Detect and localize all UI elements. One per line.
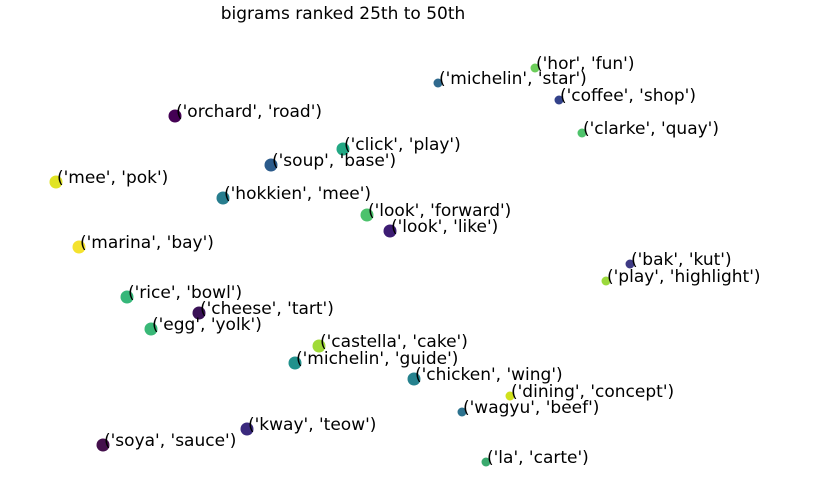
scatter-point — [554, 95, 564, 105]
point-label: ('mee', 'pok') — [57, 168, 168, 188]
scatter-point — [288, 356, 302, 370]
point-label: ('look', 'forward') — [368, 201, 511, 221]
scatter-point — [383, 224, 397, 238]
scatter-point — [407, 372, 421, 386]
point-label: ('egg', 'yolk') — [152, 315, 262, 335]
point-label: ('wagyu', 'beef') — [463, 398, 599, 418]
point-label: ('clarke', 'quay') — [583, 119, 719, 139]
point-label: ('hokkien', 'mee') — [224, 184, 371, 204]
point-label: ('bak', 'kut') — [631, 250, 732, 270]
scatter-point — [577, 128, 587, 138]
scatter-point — [457, 407, 467, 417]
point-label: ('orchard', 'road') — [176, 102, 322, 122]
scatter-point — [240, 422, 254, 436]
scatter-point — [264, 158, 278, 172]
point-label: ('soup', 'base') — [272, 151, 396, 171]
point-label: ('chicken', 'wing') — [415, 365, 563, 385]
scatter-point — [360, 208, 374, 222]
point-label: ('dining', 'concept') — [511, 382, 674, 402]
scatter-point — [192, 306, 206, 320]
point-label: ('kway', 'teow') — [248, 415, 376, 435]
point-label: ('hor', 'fun') — [536, 54, 634, 74]
point-label: ('cheese', 'tart') — [200, 299, 334, 319]
point-label: ('coffee', 'shop') — [560, 86, 696, 106]
point-label: ('marina', 'bay') — [80, 233, 214, 253]
scatter-point — [96, 438, 110, 452]
point-label: ('look', 'like') — [391, 217, 498, 237]
scatter-point — [336, 142, 350, 156]
scatter-point — [72, 240, 86, 254]
scatter-point — [481, 457, 491, 467]
point-label: ('michelin', 'guide') — [296, 349, 458, 369]
point-label: ('click', 'play') — [344, 135, 461, 155]
scatter-point — [433, 78, 443, 88]
point-label: ('soya', 'sauce') — [104, 431, 236, 451]
scatter-point — [49, 175, 63, 189]
scatter-point — [505, 391, 515, 401]
point-label: ('la', 'carte') — [487, 448, 589, 468]
scatter-point — [601, 276, 611, 286]
scatter-point — [625, 259, 635, 269]
scatter-point — [216, 191, 230, 205]
point-label: ('rice', 'bowl') — [128, 283, 242, 303]
point-label: ('play', 'highlight') — [607, 267, 761, 287]
scatter-point — [168, 109, 182, 123]
chart-title: bigrams ranked 25th to 50th — [220, 4, 466, 24]
scatter-point — [120, 290, 134, 304]
scatter-point — [312, 339, 326, 353]
scatter-point — [530, 63, 540, 73]
point-label: ('castella', 'cake') — [320, 332, 468, 352]
scatter-point — [144, 322, 158, 336]
point-label: ('michelin', 'star') — [439, 69, 587, 89]
